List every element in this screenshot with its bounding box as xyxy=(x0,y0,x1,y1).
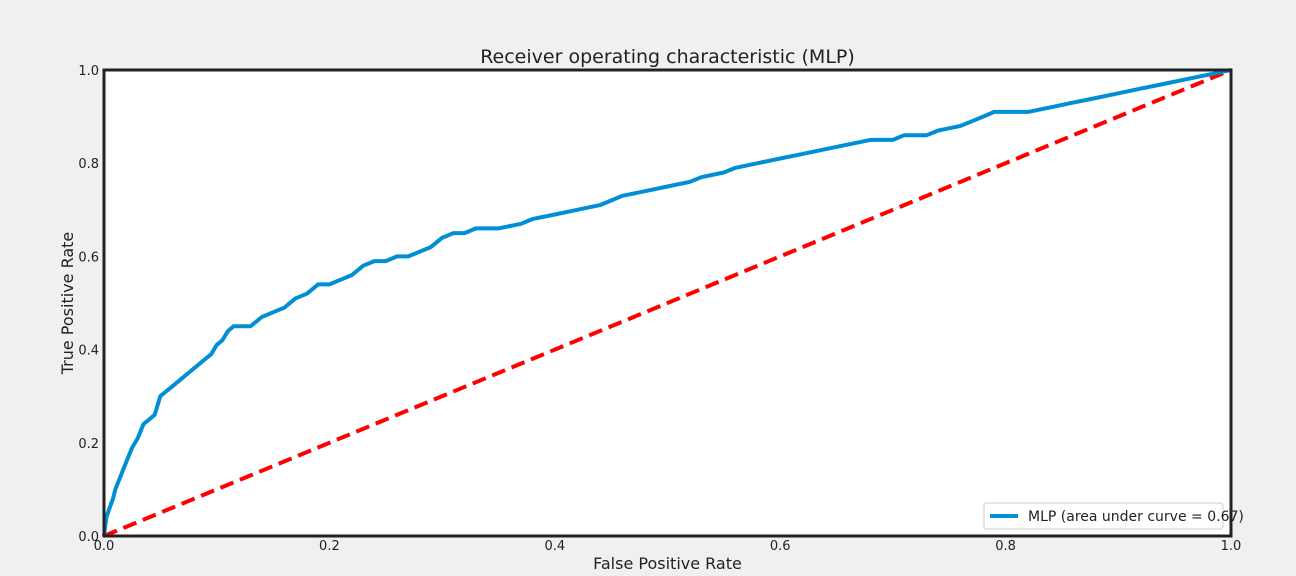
legend: MLP (area under curve = 0.67) xyxy=(983,502,1244,530)
roc-curve-line xyxy=(102,68,1232,537)
y-tick-label: 0.6 xyxy=(78,250,99,265)
y-tick-label: 0.8 xyxy=(78,157,99,172)
x-tick-label: 0.0 xyxy=(94,539,115,554)
y-tick-label: 1.0 xyxy=(78,64,99,79)
x-tick-label: 1.0 xyxy=(1221,539,1242,554)
chance-diagonal-line xyxy=(103,68,1232,538)
y-axis-label: True Positive Rate xyxy=(58,232,77,376)
x-tick-label: 0.4 xyxy=(544,539,565,554)
legend-box xyxy=(983,502,1224,530)
y-tick-label: 0.0 xyxy=(78,530,99,545)
tick-layer: 0.0 0.2 0.4 0.6 0.8 1.0 0.0 0.2 0.4 0.6 0.8 1.0 xyxy=(78,64,1241,554)
y-tick-label: 0.4 xyxy=(78,344,99,359)
x-tick-label: 0.6 xyxy=(770,539,791,554)
series-layer xyxy=(102,68,1232,538)
plot-frame xyxy=(102,68,1233,538)
x-axis-label: False Positive Rate xyxy=(593,554,742,573)
chart-title: Receiver operating characteristic (MLP) xyxy=(480,46,855,68)
x-tick-label: 0.2 xyxy=(319,539,340,554)
legend-label: MLP (area under curve = 0.67) xyxy=(1028,509,1244,525)
x-tick-label: 0.8 xyxy=(995,539,1016,554)
y-tick-label: 0.2 xyxy=(78,437,99,452)
